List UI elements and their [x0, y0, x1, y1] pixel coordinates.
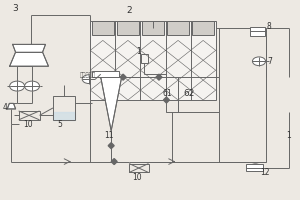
Circle shape — [25, 81, 40, 91]
Text: 1: 1 — [286, 131, 291, 140]
Bar — [250, 27, 265, 36]
Polygon shape — [53, 112, 75, 120]
Bar — [129, 164, 148, 172]
Polygon shape — [120, 74, 126, 80]
Bar — [247, 164, 262, 171]
Circle shape — [252, 57, 266, 66]
Polygon shape — [7, 103, 16, 109]
Bar — [142, 21, 164, 35]
Text: 10: 10 — [23, 120, 33, 129]
Text: 8: 8 — [266, 22, 271, 31]
Bar — [167, 77, 178, 112]
Text: 61: 61 — [163, 89, 172, 98]
Circle shape — [10, 81, 25, 91]
Text: 4: 4 — [2, 103, 7, 112]
Circle shape — [250, 164, 261, 171]
Text: 5: 5 — [57, 120, 62, 129]
Text: 10: 10 — [132, 173, 142, 182]
Polygon shape — [13, 44, 46, 52]
Text: 11: 11 — [104, 131, 113, 140]
Text: 1: 1 — [136, 47, 141, 56]
Bar — [19, 111, 40, 120]
Bar — [141, 54, 148, 63]
Polygon shape — [164, 97, 169, 103]
Text: 7: 7 — [267, 57, 272, 66]
Bar — [192, 21, 214, 35]
Polygon shape — [108, 143, 114, 149]
Text: 3: 3 — [13, 4, 18, 13]
Text: 气水混离器: 气水混离器 — [80, 72, 96, 78]
Bar — [92, 21, 114, 35]
Text: 62: 62 — [183, 89, 194, 98]
Bar — [92, 71, 118, 77]
Text: 12: 12 — [260, 168, 270, 177]
Polygon shape — [101, 77, 122, 131]
Text: 2: 2 — [126, 6, 132, 15]
Circle shape — [82, 75, 95, 84]
Bar — [90, 21, 216, 100]
Bar — [53, 96, 75, 120]
Polygon shape — [156, 74, 162, 80]
Polygon shape — [10, 52, 49, 66]
Polygon shape — [104, 77, 119, 117]
Polygon shape — [111, 159, 117, 165]
Circle shape — [254, 28, 265, 35]
Bar — [167, 21, 189, 35]
Bar — [117, 21, 139, 35]
Bar — [178, 77, 219, 112]
